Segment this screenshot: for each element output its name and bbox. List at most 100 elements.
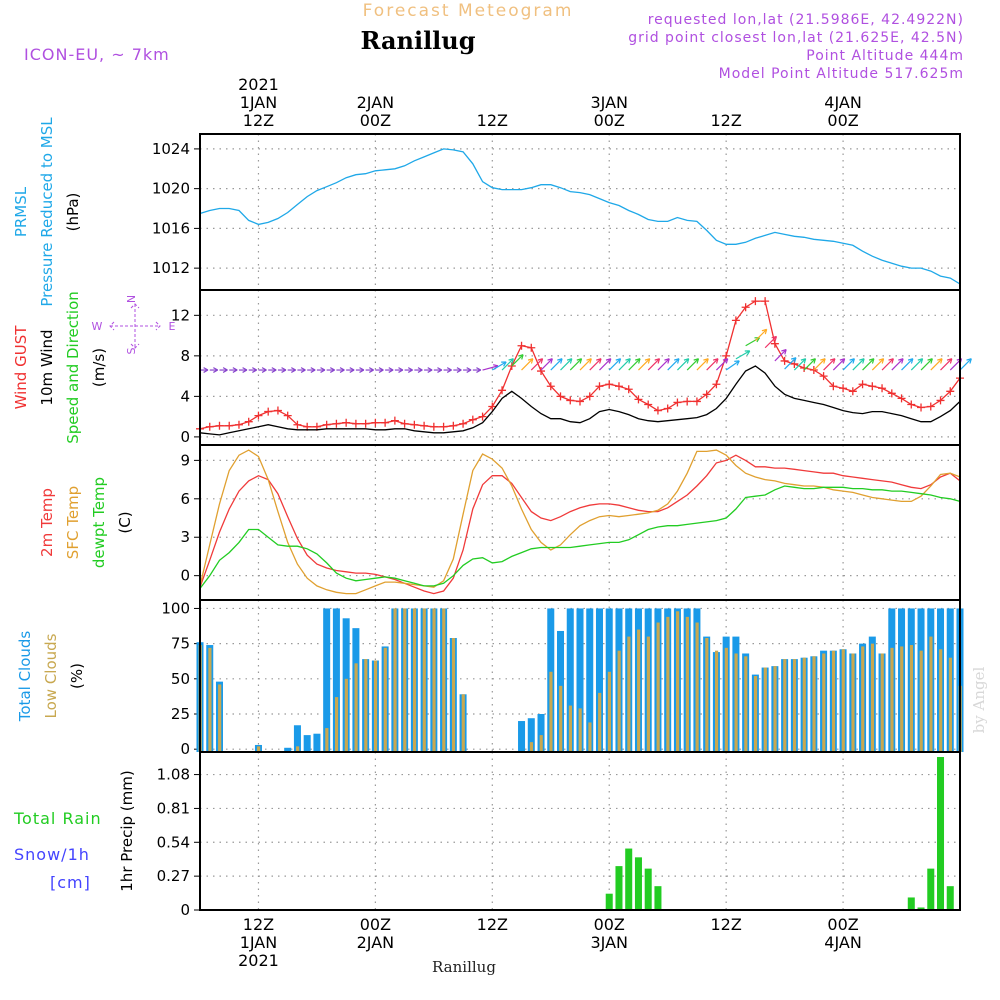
temp2m-line xyxy=(199,454,961,595)
y-tick-label: 1012 xyxy=(152,259,190,277)
wind-arrow-head xyxy=(242,367,248,373)
bottom-axis-label: 00Z xyxy=(360,915,391,934)
y-tick-label: 100 xyxy=(161,599,190,617)
gust-marker xyxy=(673,398,682,407)
wind-arrow-head xyxy=(683,358,690,364)
bottom-axis-label: 12Z xyxy=(243,915,274,934)
wind-arrow-head xyxy=(635,358,641,364)
wind-arrow xyxy=(920,358,933,371)
wind-arrow xyxy=(842,358,855,371)
footer-location: Ranillug xyxy=(432,958,496,976)
wind-arrow-head xyxy=(615,358,622,364)
y-axis-label: PRMSL xyxy=(12,186,30,237)
total-cloud-bar xyxy=(303,735,311,752)
gust-marker xyxy=(946,387,955,396)
low-cloud-bar xyxy=(666,616,670,752)
total-cloud-bar xyxy=(537,714,545,752)
wind-arrow-head xyxy=(222,367,228,373)
gust-marker xyxy=(293,420,302,429)
wind-arrow-head xyxy=(907,358,914,364)
point-altitude: Point Altitude 444m xyxy=(806,48,964,64)
total-cloud-bar xyxy=(595,608,603,752)
wind-arrow-head xyxy=(829,358,836,364)
y-tick-label: 0 xyxy=(180,428,190,446)
total-cloud-bar xyxy=(566,608,574,752)
wind-arrow-head xyxy=(557,358,563,364)
gust-marker xyxy=(254,411,263,420)
wind-line xyxy=(199,365,961,436)
y-tick-label: 6 xyxy=(180,490,190,508)
wind-arrow-head xyxy=(693,358,700,364)
y-tick-label: 25 xyxy=(171,705,190,723)
compass-arrows xyxy=(109,303,161,349)
gust-marker xyxy=(556,392,565,401)
wind-arrow xyxy=(482,365,499,371)
low-cloud-bar xyxy=(451,638,456,752)
top-axis-label: 2021 xyxy=(238,75,279,94)
panel-precip: 0 0.27 0.54 0.81 1.08 1hr Precip (mm) Total Ra… xyxy=(13,751,961,919)
wind-arrow-head xyxy=(878,358,885,364)
low-cloud-bar xyxy=(422,608,426,752)
rain-bar xyxy=(927,868,935,910)
wind-arrow-head xyxy=(761,328,768,335)
y-tick-label: 1.08 xyxy=(157,766,190,784)
wind-arrow xyxy=(696,358,709,371)
requested-coords: requested lon,lat (21.5986E, 42.4922N) xyxy=(648,12,964,28)
wind-arrow-head xyxy=(625,358,631,364)
wind-arrow-head xyxy=(839,358,846,364)
gust-marker xyxy=(361,419,370,428)
wind-arrow xyxy=(832,358,846,371)
gust-marker xyxy=(225,421,234,430)
wind-arrow-head xyxy=(417,367,423,373)
bottom-axis-label: 12Z xyxy=(477,915,508,934)
gust-marker xyxy=(283,411,292,420)
rain-bar xyxy=(625,848,633,910)
bottom-axis-label: 12Z xyxy=(710,915,741,934)
wind-arrow xyxy=(657,358,670,371)
grid-point-coords: grid point closest lon,lat (21.625E, 42.… xyxy=(628,30,964,46)
y-tick-label: 4 xyxy=(180,387,190,405)
gust-marker xyxy=(595,382,604,391)
wind-arrow-head xyxy=(310,367,316,373)
gust-marker xyxy=(614,382,623,391)
y-axis-label: Speed and Direction xyxy=(64,291,82,444)
gust-marker xyxy=(342,418,351,427)
wind-arrow xyxy=(618,358,631,371)
panel-pressure: 1012 1016 1020 1024 PRMSL Pressure Reduced to… xyxy=(12,117,961,307)
rain-bar xyxy=(634,857,642,910)
wind-arrow xyxy=(706,358,719,371)
gust-marker xyxy=(653,406,662,415)
wind-arrow-head xyxy=(576,358,583,364)
low-cloud-bar xyxy=(549,671,553,752)
wind-arrow xyxy=(803,358,816,371)
top-axis-label: 2JAN xyxy=(357,93,395,112)
gust-marker xyxy=(517,341,526,350)
low-cloud-bar xyxy=(861,646,865,752)
wind-arrow-head xyxy=(946,358,953,364)
y-tick-label: 0.54 xyxy=(157,833,190,851)
wind-arrow xyxy=(852,358,865,371)
y-tick-label: 0.27 xyxy=(157,867,190,885)
low-cloud-bar xyxy=(335,697,339,752)
precip-side-label: Total Rain xyxy=(13,809,102,828)
rain-bar xyxy=(946,886,954,910)
y-tick-label: 1020 xyxy=(152,180,190,198)
y-axis-label: Pressure Reduced to MSL xyxy=(38,117,56,307)
wind-arrow xyxy=(579,358,592,371)
low-cloud-bar xyxy=(929,636,933,752)
wind-arrow xyxy=(647,358,660,371)
wind-arrow xyxy=(774,349,787,362)
gust-marker xyxy=(936,396,945,405)
low-cloud-bar xyxy=(218,684,222,752)
bottom-axis-label: 2021 xyxy=(238,951,279,970)
compass-w: W xyxy=(92,320,103,333)
low-cloud-bar xyxy=(841,649,845,752)
low-cloud-bar xyxy=(617,650,621,752)
pressure-line xyxy=(199,148,961,285)
low-cloud-bar xyxy=(383,647,387,752)
wind-arrow-head xyxy=(456,367,462,373)
gust-marker xyxy=(390,416,399,425)
gust-marker xyxy=(848,387,857,396)
wind-arrow-head xyxy=(937,358,943,364)
gust-marker xyxy=(234,420,243,429)
